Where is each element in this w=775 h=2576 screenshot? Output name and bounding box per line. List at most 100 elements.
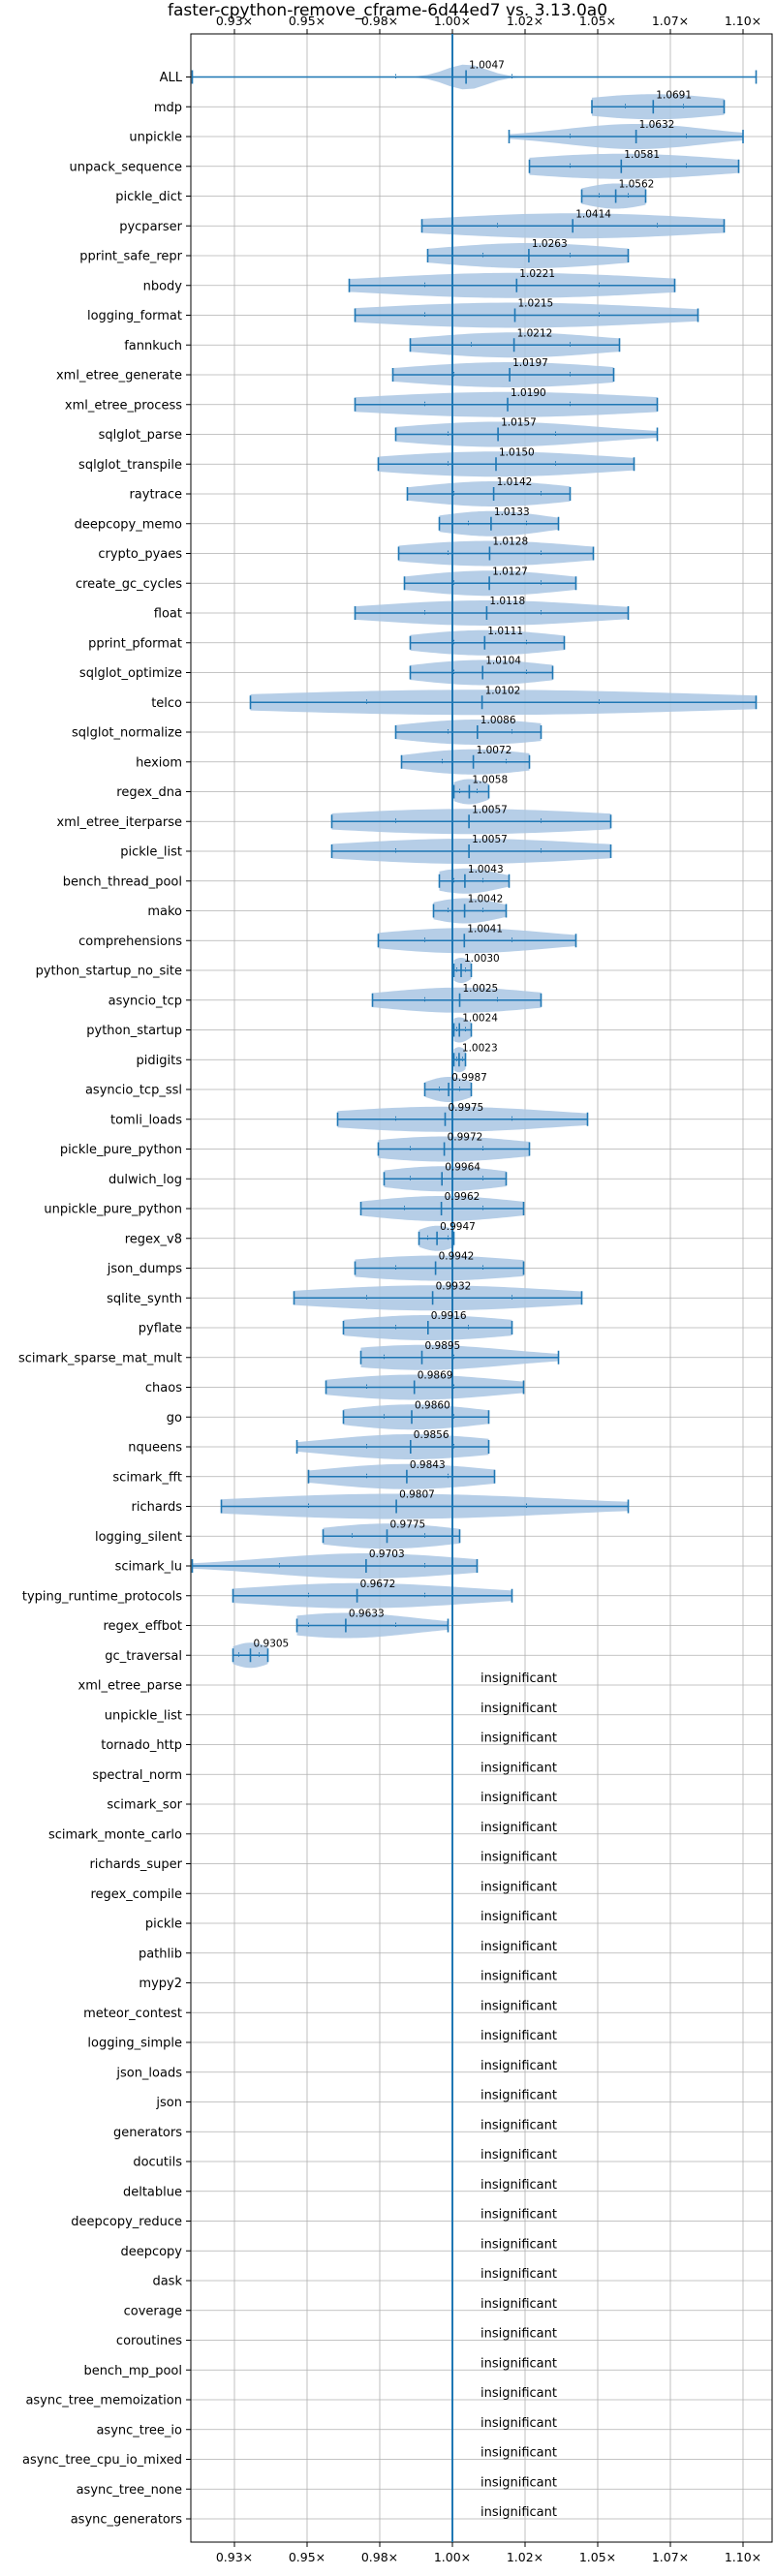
benchmark-label: dulwich_log bbox=[108, 1173, 182, 1187]
value-label: 0.9942 bbox=[439, 1251, 475, 1263]
value-label: 0.9633 bbox=[349, 1609, 385, 1620]
benchmark-label: unpack_sequence bbox=[69, 160, 182, 174]
x-tick-label-bottom: 0.98× bbox=[361, 2550, 398, 2564]
benchmark-label: pickle_dict bbox=[115, 190, 182, 204]
value-label: 0.9975 bbox=[449, 1102, 484, 1114]
insignificant-label: insignificant bbox=[480, 1940, 557, 1954]
benchmark-label: scimark_sparse_mat_mult bbox=[18, 1351, 182, 1365]
insignificant-label: insignificant bbox=[480, 2475, 557, 2490]
insignificant-label: insignificant bbox=[480, 1821, 557, 1835]
benchmark-label: gc_traversal bbox=[105, 1649, 182, 1664]
value-label: 1.0581 bbox=[624, 149, 660, 161]
benchmark-label: richards bbox=[132, 1500, 183, 1515]
value-label: 1.0414 bbox=[575, 208, 611, 220]
insignificant-label: insignificant bbox=[480, 1999, 557, 2013]
value-label: 0.9775 bbox=[390, 1518, 426, 1530]
benchmark-label: pyflate bbox=[139, 1322, 182, 1336]
benchmark-label: asyncio_tcp bbox=[108, 994, 182, 1008]
benchmark-label: scimark_lu bbox=[115, 1560, 182, 1575]
benchmark-label: deltablue bbox=[123, 2185, 182, 2199]
benchmark-label: unpickle_pure_python bbox=[44, 1203, 182, 1217]
benchmark-label: pprint_safe_repr bbox=[79, 250, 182, 264]
benchmark-label: fannkuch bbox=[124, 339, 182, 353]
benchmark-label: mako bbox=[147, 905, 182, 919]
value-label: 1.0043 bbox=[468, 864, 504, 875]
benchmark-label: async_tree_memoization bbox=[25, 2394, 182, 2408]
benchmark-label: create_gc_cycles bbox=[76, 577, 182, 592]
benchmark-label: python_startup_no_site bbox=[36, 965, 182, 979]
insignificant-label: insignificant bbox=[480, 1880, 557, 1894]
insignificant-label: insignificant bbox=[480, 2029, 557, 2043]
value-label: 0.9869 bbox=[418, 1370, 453, 1382]
x-tick-label-top: 0.93× bbox=[216, 14, 253, 28]
x-tick-label-bottom: 1.00× bbox=[434, 2550, 471, 2564]
value-label: 0.9807 bbox=[399, 1489, 435, 1501]
x-tick-label-top: 1.10× bbox=[725, 14, 761, 28]
benchmark-label: crypto_pyaes bbox=[98, 547, 182, 562]
benchmark-label: logging_simple bbox=[87, 2037, 182, 2051]
insignificant-label: insignificant bbox=[480, 1732, 557, 1746]
benchmark-label: async_tree_none bbox=[77, 2483, 182, 2498]
value-label: 1.0197 bbox=[512, 357, 548, 369]
value-label: 0.9964 bbox=[445, 1161, 480, 1173]
benchmark-label: pidigits bbox=[137, 1054, 183, 1068]
value-label: 0.9932 bbox=[436, 1280, 472, 1292]
benchmark-label: regex_effbot bbox=[103, 1619, 182, 1634]
value-label: 1.0215 bbox=[518, 298, 554, 310]
benchmark-label: sqlite_synth bbox=[107, 1292, 182, 1306]
value-label: 1.0072 bbox=[477, 745, 512, 756]
value-label: 1.0127 bbox=[492, 566, 528, 577]
benchmark-label: json_dumps bbox=[107, 1262, 182, 1276]
x-tick-label-bottom: 1.10× bbox=[725, 2550, 761, 2564]
x-tick-label-top: 1.00× bbox=[434, 14, 471, 28]
benchmark-label: generators bbox=[113, 2126, 182, 2140]
value-label: 1.0086 bbox=[480, 715, 516, 726]
chart-title: faster-cpython-remove_cframe-6d44ed7 vs.… bbox=[167, 1, 608, 20]
insignificant-label: insignificant bbox=[480, 2446, 557, 2461]
value-label: 0.9916 bbox=[431, 1310, 467, 1322]
benchmark-label: scimark_fft bbox=[112, 1470, 182, 1485]
x-tick-label-bottom: 1.02× bbox=[507, 2550, 543, 2564]
insignificant-label: insignificant bbox=[480, 2505, 557, 2520]
value-label: 1.0221 bbox=[519, 268, 555, 280]
benchmark-label: sqlglot_optimize bbox=[79, 666, 182, 681]
benchmark-label: bench_thread_pool bbox=[63, 874, 182, 889]
value-label: 0.9962 bbox=[445, 1191, 480, 1203]
x-tick-label-bottom: 0.93× bbox=[216, 2550, 253, 2564]
value-label: 0.9947 bbox=[440, 1221, 476, 1233]
axis-layer: 0.93× 0.93× 0.95× 0.95× 0.98× 0.98× 1.00× 1.00×… bbox=[186, 14, 761, 2564]
insignificant-label: insignificant bbox=[480, 1851, 557, 1865]
insignificant-label: insignificant bbox=[480, 2237, 557, 2252]
value-label: 1.0025 bbox=[463, 983, 499, 995]
benchmark-label: deepcopy_memo bbox=[75, 517, 182, 532]
insignificant-label: insignificant bbox=[480, 2059, 557, 2073]
benchmark-label: unpickle bbox=[129, 131, 182, 145]
label-layer: ALL 1.0047 mdp 1.0691 unpickle 1.0632 unpack_s… bbox=[18, 60, 692, 2528]
benchmark-label: sqlglot_normalize bbox=[72, 726, 182, 741]
benchmark-label: telco bbox=[151, 696, 182, 711]
benchmark-label: pycparser bbox=[119, 220, 182, 234]
insignificant-label: insignificant bbox=[480, 2416, 557, 2431]
insignificant-label: insignificant bbox=[480, 2118, 557, 2132]
benchmark-label: docutils bbox=[133, 2156, 182, 2170]
value-label: 0.9972 bbox=[448, 1132, 483, 1144]
value-label: 1.0111 bbox=[487, 626, 523, 637]
plot-frame bbox=[190, 33, 773, 2543]
value-label: 1.0104 bbox=[485, 656, 521, 667]
benchmark-label: tomli_loads bbox=[110, 1113, 182, 1127]
benchmark-label: chaos bbox=[145, 1381, 182, 1395]
benchmark-label: async_generators bbox=[71, 2513, 183, 2528]
benchmark-label: bench_mp_pool bbox=[83, 2364, 182, 2378]
value-label: 1.0212 bbox=[517, 327, 553, 339]
benchmark-label: pprint_pformat bbox=[88, 636, 182, 651]
benchmark-label: scimark_sor bbox=[107, 1798, 182, 1813]
value-label: 1.0157 bbox=[501, 417, 537, 429]
value-label: 1.0030 bbox=[464, 953, 500, 965]
insignificant-label: insignificant bbox=[480, 1702, 557, 1716]
benchmark-label: xml_etree_iterparse bbox=[56, 815, 182, 830]
benchmark-label: pickle bbox=[145, 1917, 182, 1932]
benchmark-label: ALL bbox=[160, 71, 183, 85]
benchmark-label: regex_dna bbox=[116, 785, 182, 800]
value-label: 1.0024 bbox=[462, 1013, 498, 1025]
